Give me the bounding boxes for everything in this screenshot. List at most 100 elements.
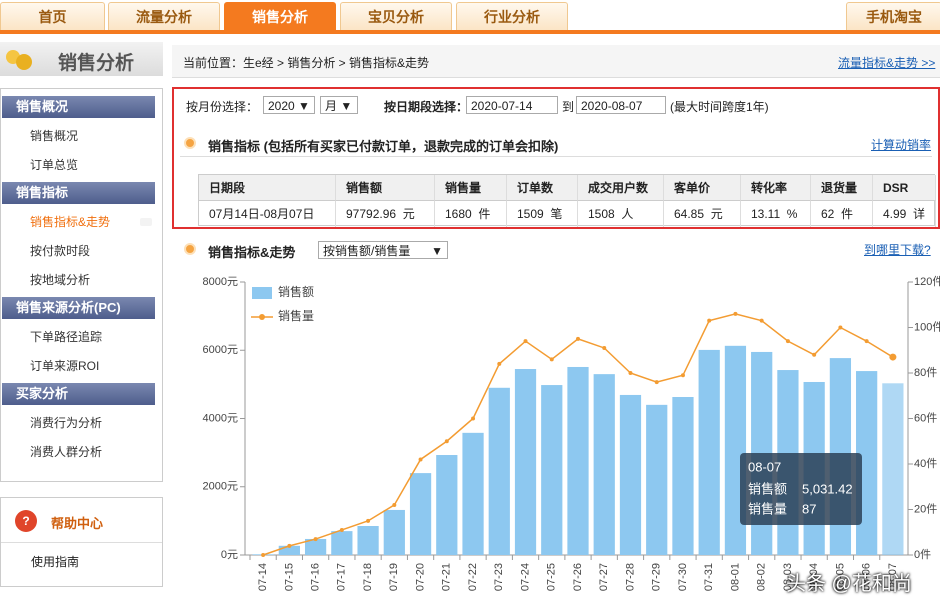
x-tick-label: 07-18 [362,563,374,591]
trend-link[interactable]: 到哪里下载? [864,243,931,257]
point [812,352,817,357]
nav-item[interactable]: 订单来源ROI [30,359,100,373]
x-tick-label: 07-23 [493,563,505,591]
month-label: 按月份选择： [186,100,259,114]
x-tick-label: 07-31 [703,563,715,591]
nav-item[interactable]: 按付款时段 [30,244,91,258]
section-header[interactable]: 销售来源分析(PC) [2,297,155,319]
y2-tick-label: 40件 [914,457,937,470]
breadcrumb-link[interactable]: 流量指标&走势 >> [838,56,936,70]
metrics-title-text: 销售指标 [208,139,261,154]
nav-item[interactable]: 按地域分析 [30,273,91,287]
metrics-table: 日期段 07月14日-08月07日 销售额 97792.96 元销售量 1680 件订单… [198,174,936,227]
help-title: 帮助中心 [51,516,104,531]
year-select[interactable]: 2020 ▼ [263,96,315,114]
metrics-subtitle: (包括所有买家已付款订单，退款完成的订单会扣除) [263,139,559,154]
point [287,543,292,548]
bar [304,538,327,555]
y-tick-label: 0元 [221,549,238,561]
section-header[interactable]: 销售指标 [2,182,155,204]
y2-tick-label: 60件 [914,411,937,424]
help-box: ? 帮助中心 使用指南 [0,497,163,587]
nav-tab[interactable]: 销售分析 [224,2,336,31]
nav-item[interactable]: 销售概况 [30,129,79,143]
point [392,502,397,507]
nav-item[interactable]: 下单路径追踪 [30,330,103,344]
trend-select[interactable]: 按销售额/销售量 ▼ [318,241,448,259]
table-cell: 13.11 % [741,201,811,227]
legend-swatch [259,314,265,320]
sidebar-title: 销售分析 [58,53,135,74]
tooltip-name: 销售额 [748,481,787,496]
start-date[interactable]: 2020-07-14 [466,96,558,114]
nav-item[interactable]: 消费人群分析 [30,445,103,459]
section-header[interactable]: 销售概况 [2,96,155,118]
watermark: 头条 @花和尚 [786,573,912,595]
table-cell: 07月14日-08月07日 [199,201,336,227]
tooltip-name: 销售量 [748,501,787,516]
metrics-link[interactable]: 计算动销率 [871,138,932,152]
nav-tab[interactable]: 流量分析 [108,2,220,31]
nav-tab[interactable]: 宝贝分析 [340,2,452,31]
bar [462,432,484,555]
bar [409,473,432,555]
table-header: 销售量 [435,175,507,201]
point [444,439,449,444]
bar [488,387,510,555]
nav-tab[interactable]: 手机淘宝 [846,2,940,31]
nav-tab[interactable]: 行业分析 [456,2,568,31]
chart: 0元 2000元 4000元 6000元 8000元 0件 20件 40件 60件 80件 100件… [203,275,940,591]
sidebar-header: 销售分析 [0,42,163,76]
bar [357,525,379,555]
x-tick-label: 07-21 [441,563,453,591]
table-cell: 97792.96 元 [336,201,435,227]
help-item[interactable]: 使用指南 [31,555,80,569]
table-cell: 64.85 元 [664,201,741,227]
x-tick-label: 08-02 [756,563,768,591]
bar [646,404,668,555]
to-label: 到 [562,100,575,114]
point [654,380,659,385]
table-header: 订单数 [507,175,578,201]
nav-item[interactable]: 消费行为分析 [30,416,103,430]
x-tick-label: 07-17 [336,563,348,591]
x-tick-label: 08-06 [861,563,873,591]
month-select[interactable]: 月 ▼ [320,96,358,114]
legend-label: 销售额 [278,284,314,299]
bar [672,397,694,555]
tooltip-value: 87 [802,501,816,516]
y2-tick-label: 80件 [914,366,937,379]
end-date[interactable]: 2020-08-07 [576,96,666,114]
y2-tick-label: 20件 [914,502,937,515]
point [864,339,869,344]
point [759,318,764,323]
x-tick-label: 07-19 [388,563,400,591]
table-cell: 62 件 [811,201,873,227]
table-cell: 1680 件 [435,201,507,227]
point [889,353,897,361]
nav-item[interactable]: 订单总览 [30,158,79,172]
nav-item[interactable]: 销售指标&走势 [30,215,111,229]
section-header[interactable]: 买家分析 [2,383,155,405]
point [418,457,423,462]
table-header: 日期段 [199,175,336,201]
point [838,325,843,330]
x-tick-label: 07-24 [519,563,531,591]
point [576,336,580,341]
point [707,318,712,323]
x-tick-label: 08-05 [834,563,846,591]
sidebar-box [0,88,163,482]
bar [882,383,904,555]
nav-tab[interactable]: 首页 [0,2,105,31]
x-tick-label: 07-28 [624,563,636,591]
x-tick-label: 07-14 [257,563,269,591]
table-header: 客单价 [664,175,741,201]
legend-label: 销售量 [278,308,314,323]
point [628,371,633,375]
point [733,311,738,316]
x-tick-label: 07-29 [651,563,663,591]
breadcrumb: 当前位置：生e经 > 销售分析 > 销售指标&走势 [183,56,430,70]
trend-title: 销售指标&走势 [208,245,296,260]
icon [184,137,196,149]
